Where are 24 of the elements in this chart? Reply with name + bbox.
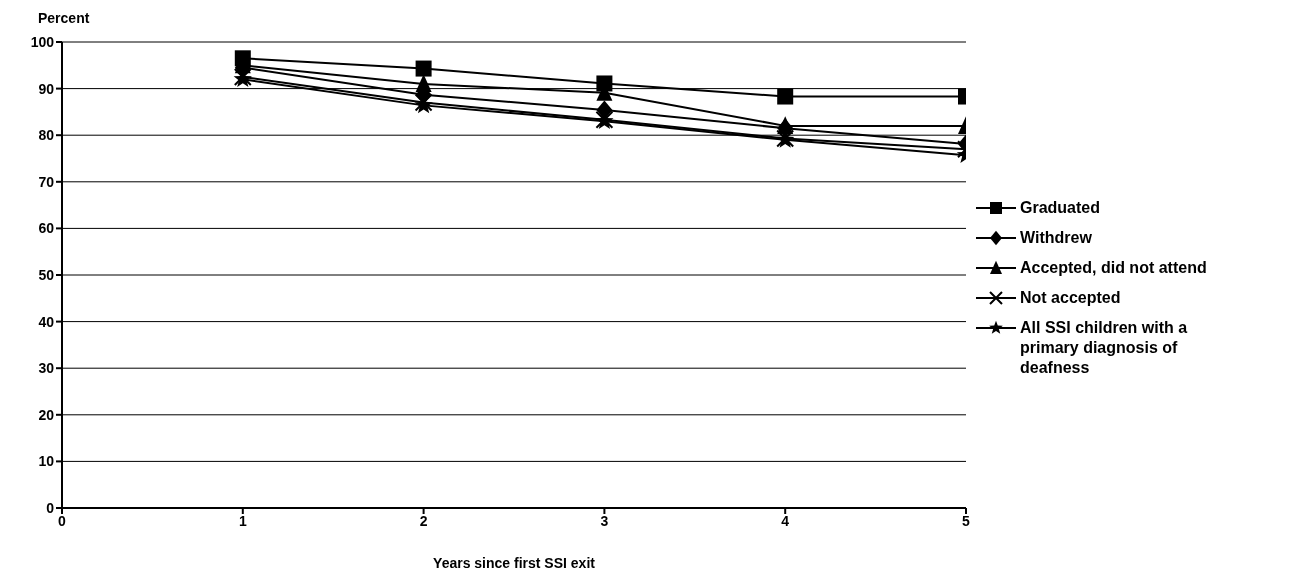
legend-label: Accepted, did not attend — [1020, 258, 1208, 278]
y-tick-label: 50 — [38, 266, 55, 283]
y-tick-label: 40 — [38, 313, 55, 330]
x-tick-label: 0 — [58, 512, 67, 529]
x-axis-title: Years since first SSI exit — [433, 555, 596, 571]
legend-label: Withdrew — [1020, 228, 1093, 248]
y-tick-label: 60 — [38, 220, 55, 237]
legend-label: All SSI children with a primary diagnosis of deafness — [1020, 318, 1189, 378]
y-axis-title: Percent — [38, 10, 90, 26]
y-tick-label: 20 — [38, 406, 55, 423]
x-tick-label: 5 — [962, 512, 971, 529]
x-tick-label: 1 — [238, 512, 247, 529]
legend-label: Graduated — [1020, 198, 1101, 218]
x-tick-label: 2 — [419, 512, 428, 529]
x-tick-label: 4 — [781, 512, 790, 529]
x-tick-label: 3 — [600, 512, 609, 529]
y-tick-label: 80 — [38, 127, 55, 144]
y-tick-label: 0 — [46, 499, 55, 516]
y-tick-label: 70 — [38, 173, 55, 190]
y-tick-label: 90 — [38, 80, 55, 97]
y-tick-label: 10 — [38, 453, 55, 470]
legend-label: Not accepted — [1020, 288, 1122, 308]
y-tick-label: 100 — [30, 33, 55, 50]
y-tick-label: 30 — [38, 360, 55, 377]
